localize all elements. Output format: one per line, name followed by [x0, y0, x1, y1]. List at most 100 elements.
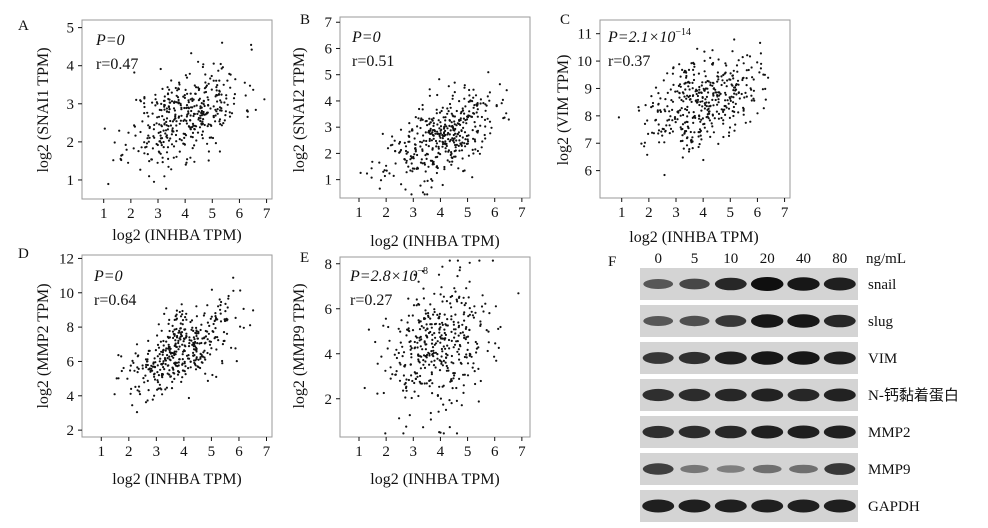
x-axis-label: log2 (INHBA TPM) [629, 229, 759, 246]
scatter-points [617, 38, 770, 177]
scatter-point [415, 304, 418, 307]
scatter-point [167, 157, 170, 160]
scatter-point [198, 342, 201, 345]
scatter-point [685, 130, 688, 133]
scatter-point [679, 126, 682, 129]
scatter-point [199, 328, 202, 332]
scatter-point [196, 112, 199, 115]
scatter-point [419, 119, 422, 122]
scatter-point [195, 334, 198, 338]
scatter-point [397, 351, 400, 355]
scatter-point [159, 357, 162, 360]
scatter-point [411, 379, 414, 383]
scatter-point [413, 153, 416, 156]
scatter-point [197, 88, 200, 92]
scatter-point [185, 318, 188, 321]
scatter-point [429, 121, 432, 124]
scatter-point [720, 116, 723, 120]
scatter-point [182, 340, 185, 343]
scatter-point [187, 101, 190, 104]
scatter-point [453, 336, 456, 339]
scatter-point [165, 340, 168, 343]
scatter-point [736, 79, 740, 82]
scatter-point [191, 131, 195, 134]
scatter-point [402, 389, 405, 392]
y-tick-label: 2 [67, 423, 75, 439]
blot-row: snail [640, 268, 896, 300]
scatter-point [169, 119, 172, 123]
x-tick-label: 4 [181, 206, 189, 222]
scatter-point [400, 183, 403, 186]
scatter-point [171, 324, 174, 327]
scatter-point [157, 115, 161, 118]
scatter-point [199, 107, 202, 110]
scatter-point [463, 84, 466, 87]
scatter-point [177, 348, 180, 351]
scatter-point [734, 102, 737, 105]
scatter-point [479, 320, 482, 323]
scatter-point [387, 325, 390, 329]
scatter-point [438, 431, 441, 434]
scatter-point [673, 117, 677, 120]
scatter-point [454, 290, 457, 293]
scatter-point [420, 355, 423, 358]
scatter-point [439, 132, 442, 135]
scatter-point [733, 38, 736, 41]
scatter-point [189, 98, 192, 101]
blot-band [642, 352, 674, 364]
blot-band [679, 315, 710, 327]
scatter-point [226, 79, 229, 82]
scatter-point [431, 179, 434, 182]
scatter-point [438, 127, 441, 130]
scatter-point [207, 123, 210, 126]
scatter-point [432, 160, 435, 163]
scatter-point [448, 133, 451, 136]
scatter-point [428, 117, 431, 120]
scatter-point [232, 97, 236, 100]
scatter-point [465, 326, 468, 329]
scatter-point [432, 124, 435, 127]
scatter-point [410, 156, 413, 159]
scatter-point [455, 135, 458, 138]
scatter-point [252, 88, 255, 91]
scatter-point [433, 310, 436, 314]
scatter-point [733, 86, 737, 89]
scatter-point [456, 275, 459, 278]
scatter-point [445, 324, 448, 327]
scatter-point [659, 109, 662, 112]
scatter-point [254, 108, 257, 111]
scatter-point [178, 150, 181, 153]
scatter-point [428, 137, 431, 141]
scatter-point [451, 387, 454, 390]
scatter-point [423, 161, 426, 165]
scatter-point [147, 339, 150, 342]
scatter-point [709, 135, 712, 138]
scatter-point [750, 66, 753, 69]
scatter-point [458, 139, 461, 142]
scatter-point [399, 128, 403, 131]
scatter-point [151, 369, 154, 372]
scatter-point [184, 373, 187, 376]
scatter-point [452, 377, 455, 380]
scatter-point [208, 324, 211, 327]
scatter-point [711, 81, 715, 84]
scatter-point [143, 105, 146, 109]
scatter-point [453, 91, 456, 94]
scatter-point [410, 347, 413, 350]
scatter-point [153, 136, 156, 139]
scatter-point [169, 375, 172, 378]
scatter-point [698, 117, 701, 120]
scatter-point [460, 143, 463, 146]
x-axis-label: log2 (INHBA TPM) [370, 471, 500, 488]
scatter-point [697, 131, 700, 134]
concentration-label: 80 [832, 251, 847, 267]
scatter-point [700, 118, 703, 121]
scatter-point [427, 165, 430, 168]
scatter-point [644, 104, 647, 107]
scatter-point [214, 316, 218, 320]
scatter-point [737, 91, 740, 95]
scatter-point [715, 91, 718, 94]
scatter-point [474, 125, 477, 128]
blot-band [752, 464, 782, 474]
